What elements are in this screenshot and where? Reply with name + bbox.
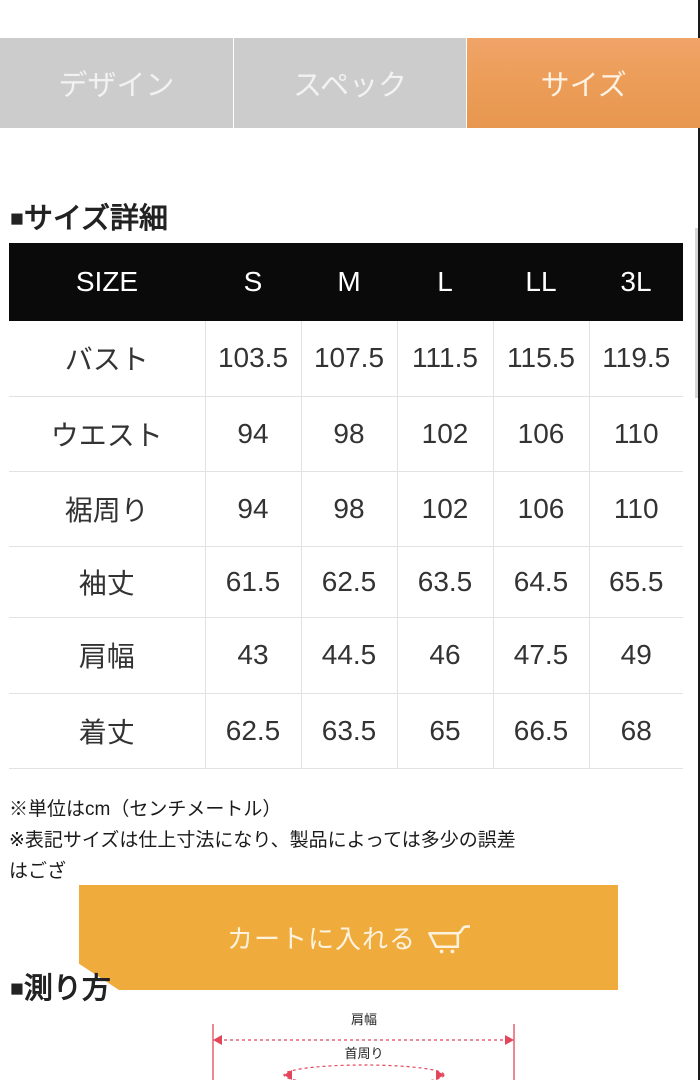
svg-text:肩幅: 肩幅	[351, 1012, 377, 1027]
svg-text:首周り: 首周り	[344, 1046, 383, 1061]
